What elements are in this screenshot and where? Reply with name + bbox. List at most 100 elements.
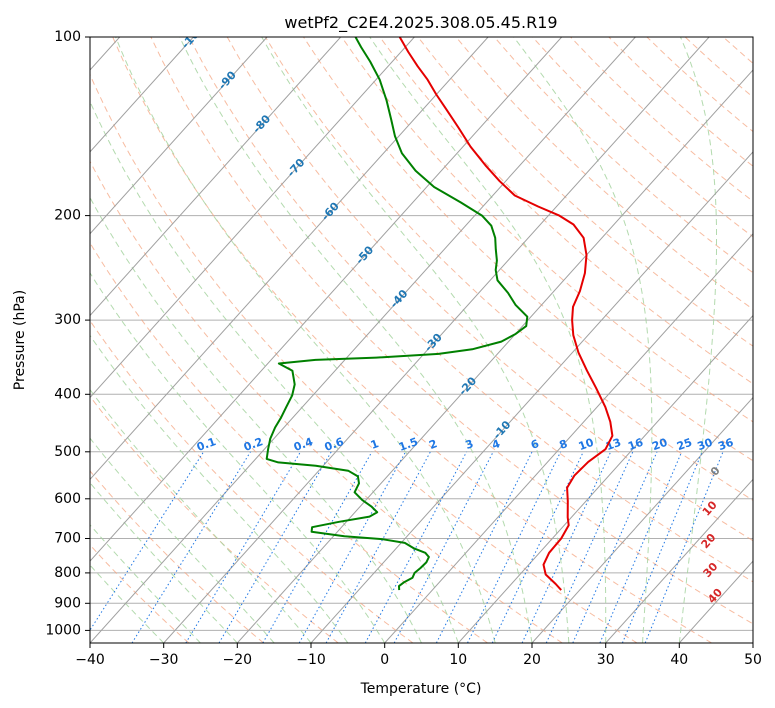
y-tick-label: 400	[54, 386, 81, 402]
dry-adiabat-line	[90, 160, 563, 643]
y-tick-label: 900	[54, 595, 81, 611]
moist-adiabat-line	[90, 482, 238, 643]
mixing-ratio-label: 8	[558, 437, 570, 452]
moist-adiabat-line	[513, 37, 653, 643]
mixing-ratio-label: 13	[604, 436, 623, 453]
dry-adiabat-line	[493, 37, 753, 274]
temperature-profile	[398, 37, 614, 591]
moist-adiabat-line	[90, 524, 201, 643]
dry-adiabat-line	[532, 37, 753, 238]
dry-adiabat-line	[417, 37, 753, 347]
isotherm-line	[90, 37, 194, 153]
mixing-ratio-label: 25	[675, 436, 694, 453]
y-tick-label: 500	[54, 444, 81, 460]
mixing-ratio-line	[599, 451, 683, 643]
theta-e-label: 20	[699, 531, 719, 551]
moist-adiabat-line	[369, 37, 607, 643]
dry-adiabat-line	[684, 37, 753, 98]
mixing-ratio-line	[467, 451, 562, 643]
mixing-ratio-label: 4	[490, 437, 502, 452]
mixing-ratio-label: 10	[577, 436, 596, 454]
mixing-ratio-line	[491, 451, 584, 643]
x-tick-label: 0	[380, 652, 389, 668]
mixing-ratio-line	[521, 451, 612, 643]
x-tick-label: −40	[75, 652, 105, 668]
isotherm-line	[90, 37, 563, 562]
y-tick-label: 800	[54, 565, 81, 581]
mixing-ratio-line	[572, 451, 658, 643]
mixing-ratio-label: 30	[696, 436, 715, 454]
mixing-ratio-label: 0.4	[292, 435, 315, 454]
dry-adiabat-line	[264, 37, 753, 501]
isotherm-line	[310, 151, 753, 643]
x-tick-label: 40	[670, 652, 688, 668]
isotherm-line	[90, 37, 268, 235]
mixing-ratio-line	[262, 451, 373, 643]
y-tick-label: 300	[54, 312, 81, 328]
mixing-ratio-line	[185, 451, 301, 643]
y-axis-title: Pressure (hPa)	[12, 290, 28, 390]
moist-adiabat-line	[90, 334, 349, 643]
mixing-ratio-line	[545, 451, 634, 643]
mixing-ratio-label: 20	[650, 436, 669, 454]
x-axis-title: Temperature (°C)	[360, 681, 482, 697]
dry-adiabat-line	[90, 241, 488, 643]
moist-adiabat-line	[115, 37, 496, 643]
axis-layer: −40 −30 −20 −10 0 10 20 30 40 5010020030040050060…	[45, 29, 762, 668]
isotherm-line	[90, 37, 489, 481]
isotherm-line	[90, 37, 415, 399]
dry-adiabat-line	[112, 37, 712, 643]
mixing-ratio-label: 1.5	[397, 435, 420, 454]
moist-adiabat-line	[678, 37, 717, 643]
mixing-ratio-label: 0.1	[195, 435, 218, 454]
x-tick-label: −30	[149, 652, 179, 668]
isotherm-line	[678, 560, 753, 643]
theta-e-label: 30	[701, 560, 721, 580]
x-tick-label: 10	[449, 652, 467, 668]
mixing-ratio-line	[131, 451, 251, 643]
isotherm-line	[752, 642, 753, 643]
isotherm-line	[457, 314, 753, 643]
mixing-ratio-line	[298, 451, 407, 643]
mixing-ratio-label: 6	[529, 437, 541, 452]
isotherm-line	[90, 37, 342, 317]
isotherm-line	[236, 69, 753, 643]
dry-adiabat-line	[761, 37, 775, 643]
mixing-ratio-line	[393, 451, 494, 643]
y-tick-label: 100	[54, 29, 81, 45]
y-tick-label: 700	[54, 531, 81, 547]
grid-layer	[90, 37, 775, 643]
dry-adiabat-line	[90, 395, 339, 643]
mixing-ratio-label: 36	[716, 436, 735, 454]
dry-adiabat-line	[455, 37, 753, 310]
dry-adiabat-line	[150, 37, 753, 625]
dewpoint-profile	[265, 37, 529, 591]
y-tick-label: 600	[54, 491, 81, 507]
moist-adiabat-line	[90, 271, 386, 643]
dry-adiabat-line	[90, 470, 264, 643]
isotherm-line	[531, 396, 753, 643]
x-tick-label: 50	[744, 652, 762, 668]
mixing-ratio-label: 0.6	[323, 435, 346, 454]
chart-title: wetPf2_C2E4.2025.308.05.45.R19	[284, 13, 557, 33]
dry-adiabat-line	[646, 37, 753, 133]
x-tick-label: 20	[523, 652, 541, 668]
x-tick-label: −10	[296, 652, 326, 668]
dry-adiabat-line	[90, 544, 190, 643]
mixing-ratio-label: 3	[464, 437, 476, 452]
mixing-ratio-line	[325, 451, 431, 643]
mixing-ratio-line	[621, 451, 703, 643]
moist-adiabat-line	[261, 37, 570, 643]
mixing-ratio-line	[364, 451, 468, 643]
y-tick-label: 1000	[45, 622, 81, 638]
isotherm-line	[163, 37, 710, 643]
mixing-ratio-label: 1	[369, 437, 381, 452]
isotherm-line	[605, 478, 753, 643]
x-tick-label: 30	[597, 652, 615, 668]
moist-adiabat-line	[90, 196, 422, 643]
mixing-ratio-label: 16	[626, 436, 645, 454]
dry-adiabat-line	[608, 37, 753, 167]
moist-adiabat-line	[90, 437, 275, 643]
x-tick-label: −20	[223, 652, 253, 668]
